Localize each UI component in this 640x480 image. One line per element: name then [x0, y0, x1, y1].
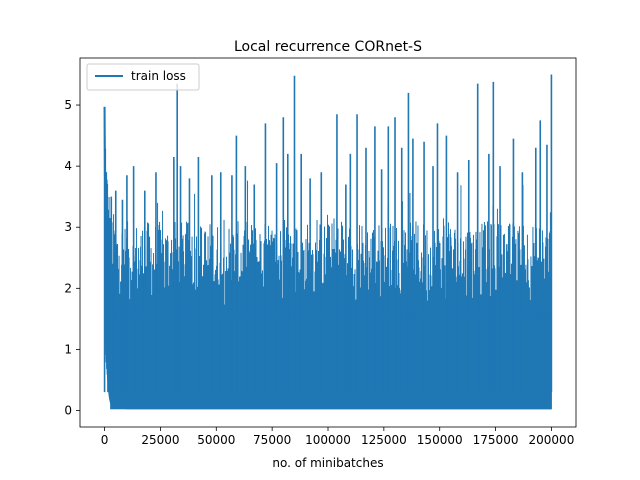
x-tick-label: 0: [101, 433, 109, 447]
x-tick-label: 150000: [417, 433, 463, 447]
y-tick-label: 3: [64, 220, 72, 234]
x-axis: 0 25000 50000 75000 100000 125000 150000 175000…: [101, 427, 575, 447]
legend-label-train-loss: train loss: [131, 69, 186, 83]
x-tick-label: 100000: [305, 433, 351, 447]
series-train-loss-dense-region: [110, 312, 552, 410]
y-tick-label: 1: [64, 342, 72, 356]
series-train-loss-initial: [103, 106, 115, 408]
y-axis: 0 1 2 3 4 5: [64, 98, 80, 418]
x-tick-label: 200000: [529, 433, 575, 447]
x-tick-label: 125000: [361, 433, 407, 447]
x-tick-label: 25000: [141, 433, 179, 447]
y-tick-label: 5: [64, 98, 72, 112]
legend: train loss: [86, 63, 200, 91]
y-tick-label: 0: [64, 404, 72, 418]
y-tick-label: 2: [64, 281, 72, 295]
legend-box: [86, 63, 200, 91]
chart-title: Local recurrence CORnet-S: [234, 39, 422, 55]
y-tick-label: 4: [64, 159, 72, 173]
x-tick-label: 75000: [253, 433, 291, 447]
series-layer: [103, 74, 553, 410]
x-tick-label: 175000: [473, 433, 519, 447]
x-tick-label: 50000: [197, 433, 235, 447]
x-axis-label: no. of minibatches: [272, 456, 383, 470]
